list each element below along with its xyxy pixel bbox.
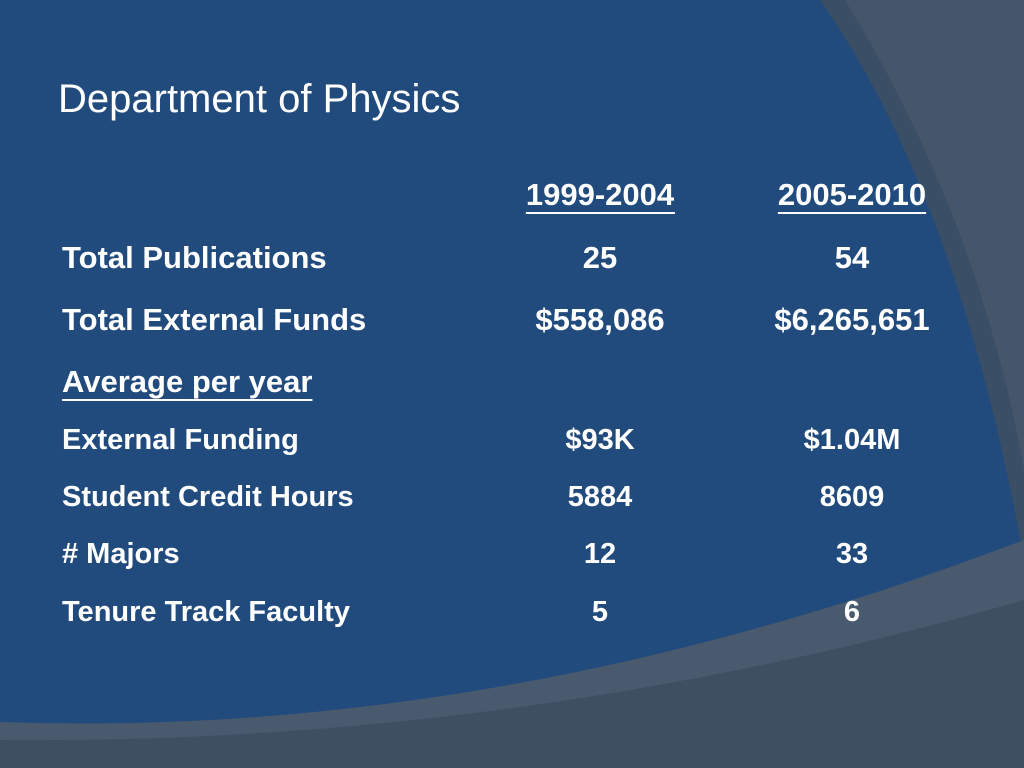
cell-value: 25 xyxy=(583,240,617,275)
row-label: Student Credit Hours xyxy=(62,481,354,513)
corner-shape xyxy=(845,0,1024,470)
cell-value: 6 xyxy=(844,596,860,628)
slide-title: Department of Physics xyxy=(58,77,460,121)
cell-value: 54 xyxy=(835,240,870,275)
cell-value: $6,265,651 xyxy=(774,302,929,337)
cell-value: 8609 xyxy=(820,481,885,513)
row-label: External Funding xyxy=(62,424,299,456)
cell-value: 12 xyxy=(584,538,616,570)
cell-value: 33 xyxy=(836,538,868,570)
cell-value: 5 xyxy=(592,596,608,628)
column-header: 1999-2004 xyxy=(526,177,675,212)
cell-value: 5884 xyxy=(568,481,633,513)
row-label: Total External Funds xyxy=(62,302,366,337)
row-label: # Majors xyxy=(62,538,180,570)
cell-value: $93K xyxy=(565,424,634,456)
cell-value: $1.04M xyxy=(804,424,901,456)
subheading: Average per year xyxy=(62,364,312,399)
table: 1999-2004 2005-2010 Total Publications 25 54… xyxy=(62,177,930,628)
bottom-shape xyxy=(0,600,1024,768)
row-label: Total Publications xyxy=(62,240,327,275)
column-header: 2005-2010 xyxy=(778,177,926,212)
row-label: Tenure Track Faculty xyxy=(62,596,350,628)
cell-value: $558,086 xyxy=(535,302,664,337)
